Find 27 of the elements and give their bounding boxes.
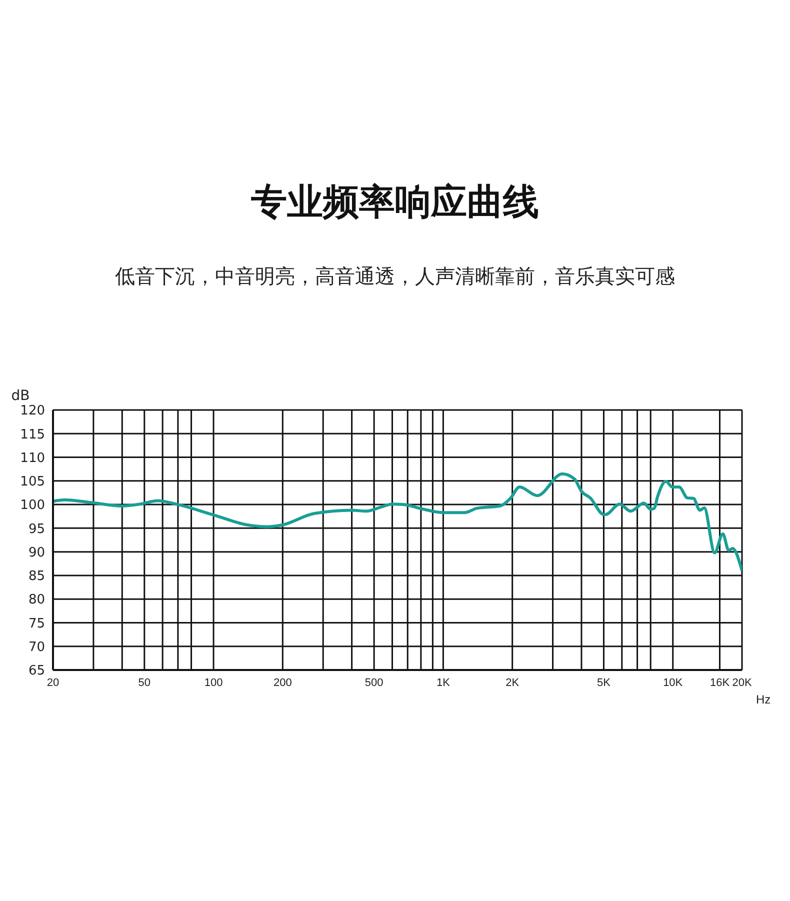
y-tick-label: 75 — [28, 616, 45, 632]
y-tick-label: 80 — [28, 592, 45, 608]
x-tick-label: 16K — [710, 676, 730, 689]
y-tick-label: 85 — [28, 569, 45, 584]
x-tick-label: 200 — [273, 676, 292, 689]
x-tick-label: 100 — [204, 676, 223, 689]
x-axis-title: Hz — [756, 692, 771, 706]
x-tick-label: 5K — [596, 676, 612, 689]
chart-subtitle: 低音下沉，中音明亮，高音通透，人声清晰靠前，音乐真实可感 — [114, 263, 676, 290]
y-tick-label: 90 — [28, 545, 45, 560]
x-tick-label: 2K — [506, 676, 520, 689]
y-tick-label: 120 — [20, 404, 45, 419]
y-tick-label: 105 — [20, 474, 45, 490]
y-tick-label: 95 — [28, 522, 45, 537]
y-tick-label: 110 — [20, 450, 45, 466]
x-tick-label: 20K — [732, 676, 752, 689]
x-tick-label: 1K — [436, 676, 451, 689]
x-tick-label: 50 — [138, 676, 151, 689]
x-tick-label: 20 — [46, 676, 60, 689]
x-tick-label: 500 — [364, 676, 384, 689]
chart-title: 专业频率响应曲线 — [250, 181, 540, 225]
y-tick-label: 100 — [20, 498, 45, 514]
y-tick-label: 70 — [28, 640, 45, 655]
y-tick-label: 65 — [28, 664, 45, 679]
y-tick-label: 115 — [20, 427, 45, 442]
x-tick-label: 10K — [663, 676, 684, 689]
y-axis-title: dB — [11, 388, 30, 404]
